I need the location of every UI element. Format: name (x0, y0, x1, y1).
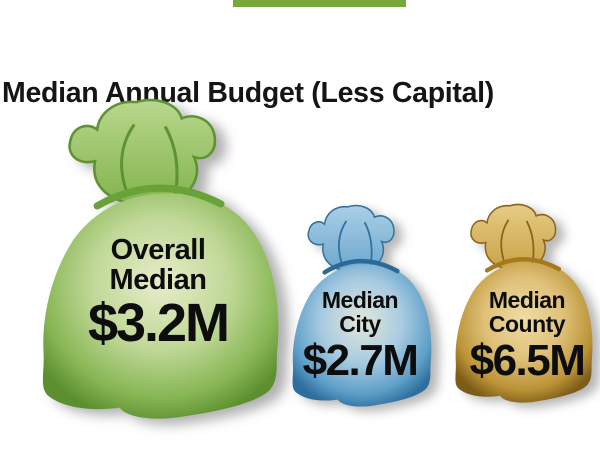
page-title: Median Annual Budget (Less Capital) (2, 77, 494, 110)
bag-fold-line (338, 220, 348, 267)
bag-neck-band (322, 258, 400, 275)
bag-neck-band (93, 184, 225, 210)
bag-neck-band (484, 257, 562, 273)
money-bag-icon (455, 203, 593, 403)
bag-label: Median (321, 287, 399, 313)
money-bag-icon (42, 98, 279, 419)
money-bag-median-city (282, 203, 440, 415)
bag-fold-line (120, 123, 136, 197)
top-accent-bar (233, 0, 406, 7)
money-bag-median-county (445, 202, 600, 411)
bag-caption-median-city: Median City $2.7M (292, 288, 428, 384)
bag-label: Overall (110, 234, 206, 266)
bag-label: Median (488, 287, 566, 313)
money-bag-overall-median (25, 96, 293, 432)
money-bag-icon (292, 204, 432, 407)
bag-body (292, 264, 432, 407)
bag-fold-line (500, 219, 510, 265)
bag-caption-median-county: Median County $6.5M (452, 288, 600, 384)
bag-caption-overall-median: Overall Median $3.2M (46, 235, 270, 351)
bag-value: $3.2M (87, 293, 230, 353)
bag-value: $6.5M (469, 336, 586, 385)
bag-body (42, 193, 279, 419)
bag-body (455, 262, 593, 403)
bag-value: $2.7M (302, 336, 419, 385)
bag-label: Median (109, 264, 207, 296)
bag-label: City (339, 311, 381, 337)
bag-label: County (488, 311, 566, 337)
